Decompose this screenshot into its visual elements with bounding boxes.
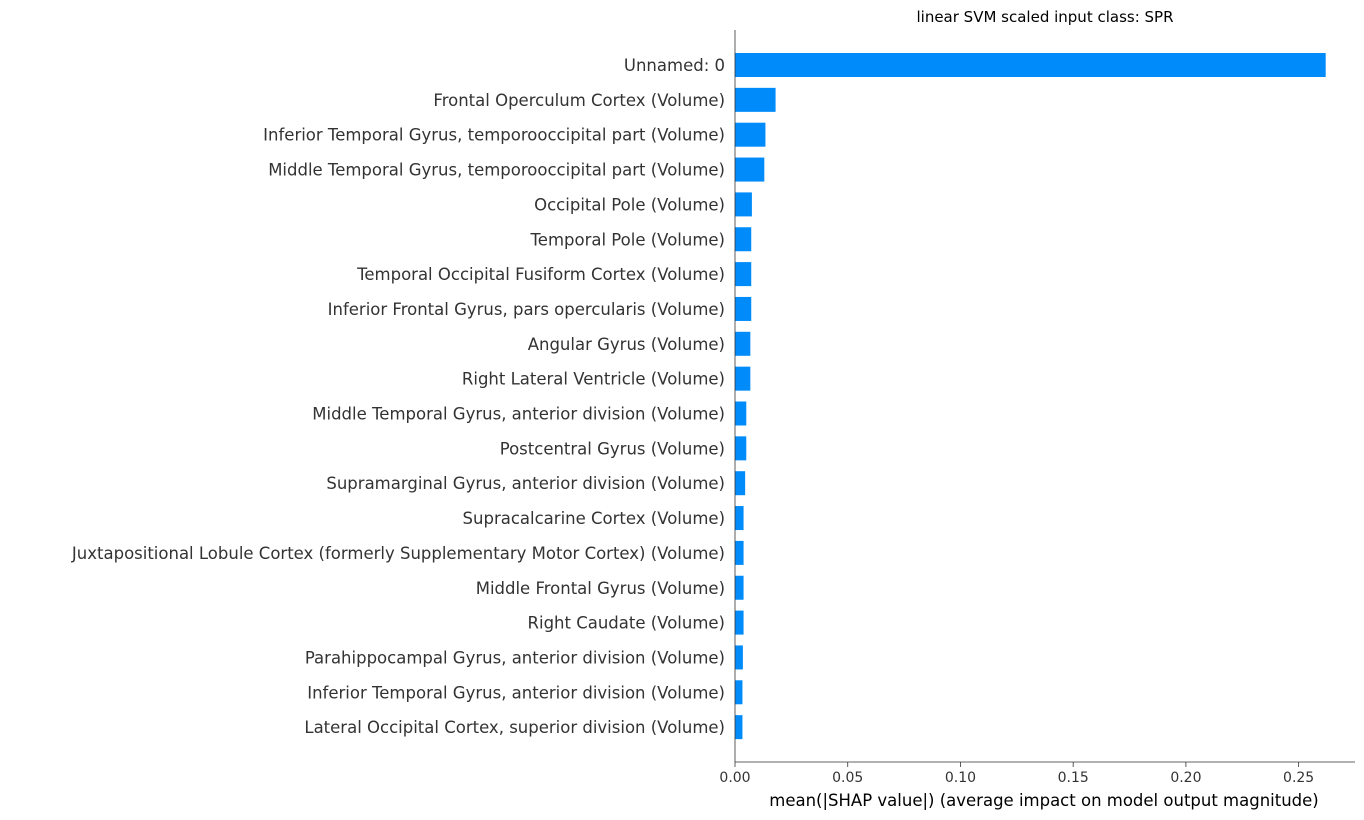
category-label: Right Lateral Ventricle (Volume): [462, 370, 725, 389]
x-ticks-group: 0.00 0.05 0.10 0.15 0.20 0.25: [719, 762, 1314, 786]
x-tick-label: 0.15: [1058, 770, 1089, 786]
bar: [735, 471, 746, 496]
bar: [735, 53, 1326, 77]
category-label: Middle Temporal Gyrus, anterior division…: [312, 405, 725, 424]
category-label: Inferior Temporal Gyrus, anterior divisi…: [307, 683, 725, 702]
bar: [735, 436, 747, 461]
chart-title: linear SVM scaled input class: SPR: [916, 8, 1173, 26]
bar: [735, 192, 752, 217]
bar: [735, 87, 776, 112]
category-label: Inferior Temporal Gyrus, temporooccipita…: [263, 126, 725, 145]
bar: [735, 506, 744, 531]
category-label: Juxtapositional Lobule Cortex (formerly …: [71, 544, 725, 563]
bar: [735, 227, 752, 252]
category-label: Inferior Frontal Gyrus, pars opercularis…: [328, 300, 725, 319]
x-tick-label: 0.25: [1283, 770, 1314, 786]
category-label: Occipital Pole (Volume): [534, 195, 725, 214]
bar: [735, 262, 752, 287]
bar: [735, 575, 744, 600]
bars-group: [735, 53, 1326, 740]
category-label: Middle Temporal Gyrus, temporooccipital …: [268, 161, 725, 180]
category-label: Angular Gyrus (Volume): [528, 335, 725, 354]
bar: [735, 645, 743, 670]
bar: [735, 401, 747, 426]
bar: [735, 296, 752, 321]
bar: [735, 366, 751, 391]
category-label: Temporal Occipital Fusiform Cortex (Volu…: [356, 265, 725, 284]
category-label: Supracalcarine Cortex (Volume): [463, 509, 725, 528]
category-label: Temporal Pole (Volume): [530, 230, 725, 249]
x-axis-label: mean(|SHAP value|) (average impact on mo…: [769, 791, 1319, 810]
x-tick-label: 0.00: [719, 770, 750, 786]
category-label: Unnamed: 0: [624, 56, 725, 75]
bar: [735, 610, 744, 635]
bar: [735, 157, 765, 182]
bar: [735, 715, 743, 740]
x-tick-label: 0.10: [945, 770, 976, 786]
category-label: Parahippocampal Gyrus, anterior division…: [305, 648, 725, 667]
category-label: Supramarginal Gyrus, anterior division (…: [326, 474, 725, 493]
category-label: Frontal Operculum Cortex (Volume): [433, 91, 725, 110]
category-label: Lateral Occipital Cortex, superior divis…: [304, 718, 725, 737]
x-tick-label: 0.20: [1170, 770, 1201, 786]
bar: [735, 122, 766, 147]
category-label: Middle Frontal Gyrus (Volume): [476, 579, 725, 598]
category-label: Postcentral Gyrus (Volume): [500, 439, 725, 458]
category-labels-group: Unnamed: 0 Frontal Operculum Cortex (Volu…: [71, 56, 725, 737]
category-label: Right Caudate (Volume): [528, 614, 725, 633]
bar: [735, 331, 751, 356]
bar: [735, 540, 744, 565]
x-tick-label: 0.05: [832, 770, 863, 786]
bar: [735, 680, 743, 705]
